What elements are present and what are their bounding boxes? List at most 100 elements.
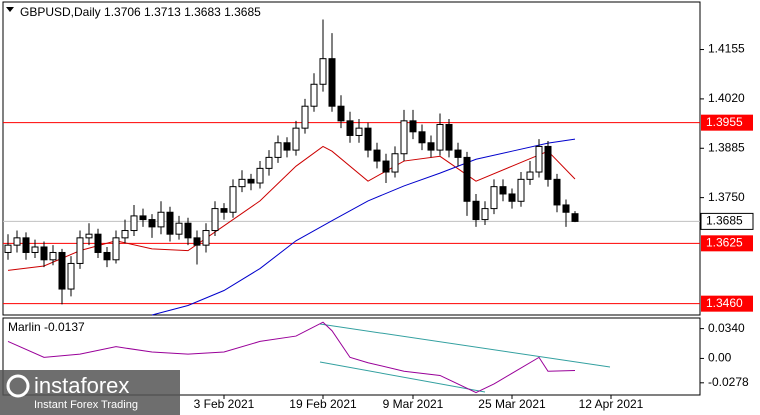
x-tick-label: 9 Mar 2021 [383, 397, 444, 411]
candle-body [553, 178, 561, 206]
candle-body [481, 208, 489, 221]
candle-body [382, 160, 390, 173]
trend-channel [319, 361, 486, 393]
candle-body [562, 204, 570, 213]
candle-body [346, 120, 354, 136]
candle-body [571, 213, 579, 222]
level-label: 1.3625 [706, 236, 743, 250]
candle-body [256, 167, 264, 184]
candle-body [409, 120, 417, 133]
candle-body [328, 58, 336, 107]
candle-body [463, 156, 471, 202]
candle-body [166, 211, 174, 235]
trend-channel [319, 323, 611, 368]
x-tick-label: 3 Feb 2021 [194, 397, 255, 411]
candle-body [13, 237, 21, 246]
indicator-panel [2, 317, 701, 396]
candle-body [373, 149, 381, 162]
x-tick-label: 25 Mar 2021 [478, 397, 546, 411]
candle-body [148, 219, 156, 228]
current-price-box [700, 212, 754, 230]
candle-body [22, 237, 30, 253]
candle-body [472, 200, 480, 221]
level-label-box [701, 235, 753, 252]
candle-body [544, 145, 552, 180]
candle-body [310, 83, 318, 107]
level-label: 1.3460 [706, 296, 743, 310]
candle-body [355, 127, 363, 136]
candle-body [157, 211, 165, 228]
candle-body [535, 145, 543, 173]
y-tick-label: 0.00 [708, 351, 732, 365]
watermark-tagline: Instant Forex Trading [34, 399, 138, 411]
candle-body [490, 186, 498, 210]
watermark-brand: instaforex [34, 373, 129, 398]
candle-body [427, 142, 435, 151]
candle-body [337, 105, 345, 122]
y-tick-label: 1.3885 [708, 140, 745, 154]
candle-body [445, 123, 453, 151]
candle-body [49, 251, 57, 261]
watermark: instaforex Instant Forex Trading [0, 370, 180, 415]
y-tick-label: 1.4020 [708, 91, 745, 105]
candle-body [265, 156, 273, 169]
candle-body [40, 246, 48, 261]
candle-body [364, 127, 372, 151]
y-tick-label: -0.0278 [708, 375, 749, 389]
candle-body [121, 230, 129, 239]
candle-body [418, 131, 426, 144]
candle-body [508, 193, 516, 202]
candle-body [193, 237, 201, 246]
watermark-logo [6, 374, 30, 398]
level-label-box [701, 114, 753, 131]
candle-body [202, 230, 210, 246]
candle-body [517, 178, 525, 202]
candle-body [247, 178, 255, 184]
indicator-name: Marlin -0.0137 [8, 320, 85, 334]
candle-body [229, 186, 237, 213]
candle-body [391, 153, 399, 173]
menu-arrow [6, 7, 14, 12]
moving-average [7, 145, 576, 271]
candle-body [454, 149, 462, 158]
candle-body [85, 233, 93, 239]
candle-body [499, 186, 507, 195]
y-tick-label: 0.0340 [708, 321, 745, 335]
moving-average [151, 138, 576, 316]
candle-body [76, 237, 84, 264]
candle-body [238, 178, 246, 188]
x-tick-label: 19 Feb 2021 [289, 397, 357, 411]
level-label: 1.3955 [706, 115, 743, 129]
candle-body [211, 208, 219, 232]
candle-body [184, 222, 192, 239]
candle-body [139, 215, 147, 221]
candle-body [436, 123, 444, 151]
candle-body [103, 251, 111, 261]
candle-body [526, 171, 534, 180]
candle-body [94, 233, 102, 253]
candle-body [319, 58, 327, 85]
x-tick-label: 12 Apr 2021 [579, 397, 644, 411]
candle-body [67, 262, 75, 290]
level-label-box [701, 295, 753, 312]
y-tick-label: 1.3750 [708, 190, 745, 204]
current-price-label: 1.3685 [706, 214, 743, 228]
candle-body [301, 105, 309, 129]
candle-body [130, 215, 138, 232]
price-panel [2, 1, 701, 316]
candle-body [4, 244, 12, 253]
candle-body [58, 251, 66, 290]
candle-body [31, 246, 39, 253]
watermark-bg [0, 370, 180, 415]
chart-title: GBPUSD,Daily 1.3706 1.3713 1.3683 1.3685 [20, 5, 261, 19]
candle-body [274, 142, 282, 158]
candle-body [400, 120, 408, 155]
y-tick-label: 1.4155 [708, 42, 745, 56]
candle-body [175, 222, 183, 235]
candle-body [112, 237, 120, 261]
indicator-line [7, 321, 576, 394]
candle-body [292, 127, 300, 151]
candle-body [220, 208, 228, 213]
